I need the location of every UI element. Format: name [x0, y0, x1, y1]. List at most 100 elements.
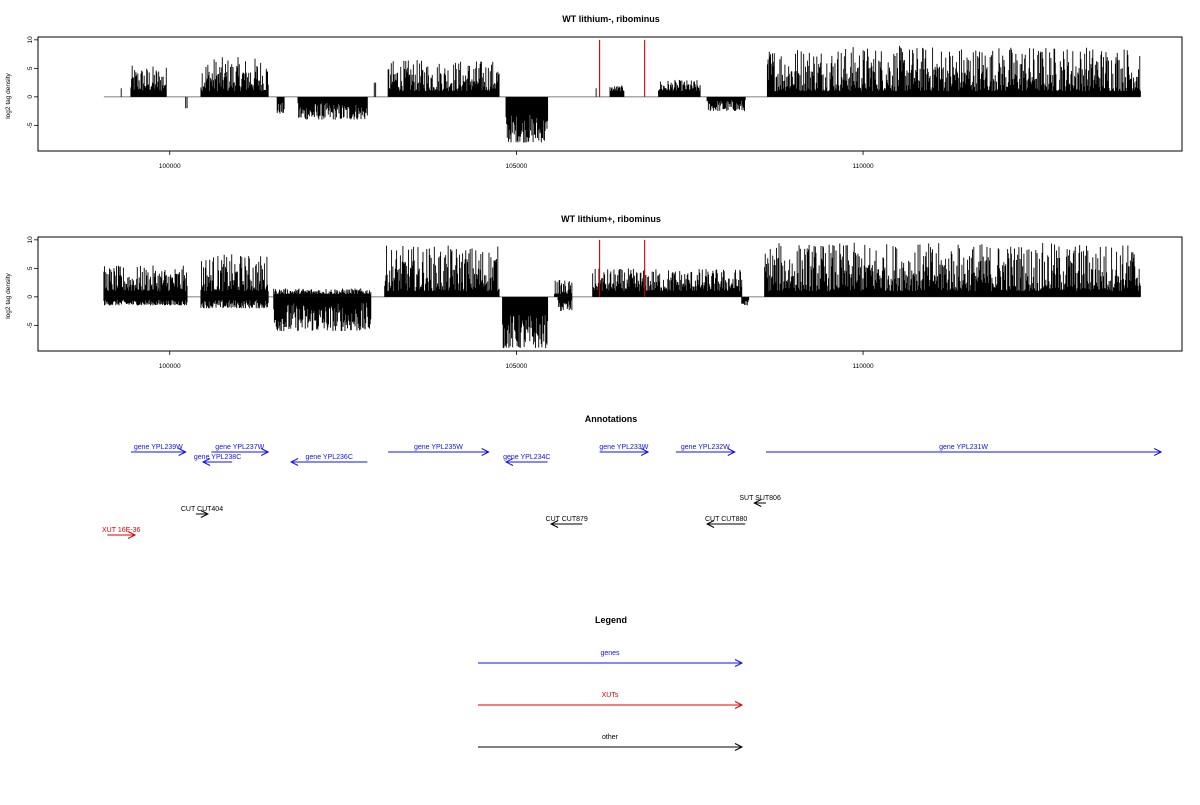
x-tick-label: 110000: [852, 363, 874, 370]
bar-segment: [200, 57, 269, 97]
annotation-gene: gene YPL239W: [130, 444, 187, 456]
bar-segment: [387, 60, 500, 97]
data-bars: [273, 288, 372, 297]
data-bars: [387, 60, 500, 97]
bar-segment: [557, 296, 573, 311]
y-tick-label: -5: [27, 122, 34, 128]
data-bars: [130, 65, 167, 97]
x-tick-label: 100000: [159, 363, 181, 370]
data-bars: [200, 254, 269, 297]
annotation-other: CUT CUT879: [546, 516, 588, 528]
y-tick-label: 0: [27, 295, 34, 299]
data-bars: [764, 242, 1141, 297]
data-bars: [103, 296, 188, 306]
bar-segment: [766, 45, 1141, 97]
annotation-gene: gene YPL235W: [388, 444, 490, 456]
legend-label: genes: [600, 650, 620, 657]
bar-segment: [505, 96, 549, 143]
annotation-label: gene YPL231W: [939, 444, 988, 451]
data-bars: [502, 296, 549, 349]
y-tick-label: 5: [27, 66, 34, 70]
annotation-label: gene YPL232W: [681, 444, 730, 451]
data-bars: [384, 245, 500, 297]
annotation-gene: gene YPL232W: [675, 444, 736, 456]
data-bars: [273, 296, 372, 332]
panel2-plot-frame: [37, 236, 1183, 352]
legend-label: other: [602, 734, 619, 741]
x-tick-label: 110000: [852, 163, 874, 170]
panel1-axes: 10 5 0 -5 100000 105000 110000: [27, 36, 874, 170]
bar-segment: [103, 296, 188, 306]
data-bars: [658, 79, 701, 97]
bar-segment: [554, 279, 573, 297]
annotation-gene: gene YPL231W: [766, 444, 1163, 456]
bar-segment: [276, 96, 285, 114]
annotation-label: gene YPL234C: [503, 454, 550, 461]
bar-segment: [103, 265, 188, 297]
data-bars: [609, 85, 625, 97]
bar-segment: [373, 82, 377, 97]
bar-segment: [384, 245, 500, 297]
data-bars: [706, 96, 746, 112]
bar-segment: [706, 96, 746, 112]
bar-segment: [297, 96, 368, 120]
annotations-track: Annotations gene YPL239W gene YPL237Wgene…: [102, 414, 1163, 539]
data-bars: [297, 96, 368, 120]
annotation-other: CUT CUT404: [181, 506, 223, 518]
legend-label: XUTs: [602, 692, 619, 699]
x-tick-label: 105000: [506, 363, 528, 370]
bar-segment: [130, 65, 167, 97]
panel2-bars: [103, 239, 1141, 349]
bar-segment: [273, 288, 372, 297]
annotation-label: gene YPL233W: [599, 444, 648, 451]
annotation-xut: XUT 16E-36: [102, 527, 141, 539]
y-tick-label: 10: [27, 236, 34, 244]
annotation-label: gene YPL239W: [134, 444, 183, 451]
annotation-gene: gene YPL233W: [599, 444, 650, 456]
y-tick-label: 5: [27, 266, 34, 270]
bar-segment: [658, 79, 701, 97]
bar-segment: [502, 296, 549, 349]
data-bars: [766, 45, 1141, 97]
data-bars: [505, 96, 549, 143]
data-bars: [185, 96, 188, 109]
bar-segment: [273, 296, 372, 332]
data-bars: [592, 268, 743, 297]
legend-title: Legend: [595, 615, 627, 625]
panel2-title: WT lithium+, ribominus: [561, 214, 661, 224]
annotation-label: XUT 16E-36: [102, 527, 140, 534]
y-tick-label: 0: [27, 95, 34, 99]
data-bars: [373, 82, 377, 97]
y-tick-label: -5: [27, 322, 34, 328]
annotations-title: Annotations: [585, 414, 638, 424]
bar-segment: [741, 296, 750, 306]
bar-segment: [185, 96, 188, 109]
data-bars: [200, 296, 269, 309]
panel1-bars: [103, 39, 1141, 143]
data-bars: [200, 57, 269, 97]
data-bars: [554, 279, 573, 297]
legend-item: other: [478, 734, 744, 751]
legend-items: genes XUTs other: [478, 650, 744, 751]
legend-item: genes: [478, 650, 744, 667]
annotation-label: SUT SUT806: [739, 495, 781, 502]
annotation-label: gene YPL236C: [306, 454, 353, 461]
bar-segment: [764, 242, 1141, 297]
panel1-plot-frame: [37, 36, 1183, 152]
bar-segment: [200, 296, 269, 309]
legend: Legend genes XUTs other: [478, 615, 744, 751]
annotation-gene: gene YPL237W: [211, 444, 270, 456]
annotation-other: SUT SUT806: [739, 495, 781, 507]
annotation-label: CUT CUT404: [181, 506, 223, 513]
panel2-ylabel: log2 tag density: [5, 272, 12, 318]
panel1-title: WT lithium-, ribominus: [562, 14, 660, 24]
bar-segment: [200, 254, 269, 297]
data-bars: [276, 96, 285, 114]
annotation-gene: gene YPL238C: [194, 454, 241, 466]
x-tick-label: 105000: [506, 163, 528, 170]
panel2-axes: 10 5 0 -5 100000 105000 110000: [27, 236, 874, 370]
data-bars: [557, 296, 573, 311]
annotation-other: CUT CUT880: [705, 516, 747, 528]
